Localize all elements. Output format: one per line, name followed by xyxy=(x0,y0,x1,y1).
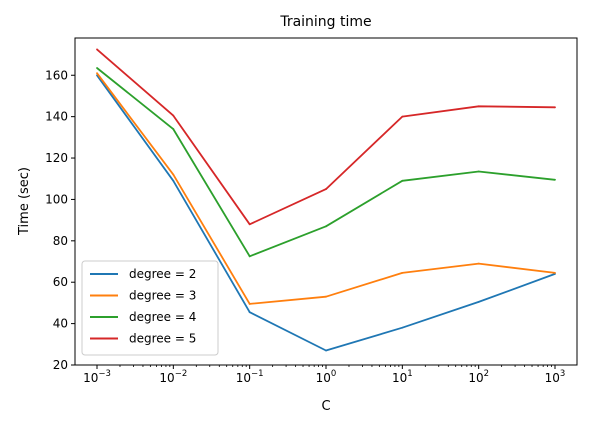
plot-area xyxy=(96,48,556,352)
x-tick-label: 10−3 xyxy=(83,369,111,385)
x-tick-label: 103 xyxy=(545,369,566,385)
y-tick-label: 160 xyxy=(45,68,68,82)
legend-label: degree = 5 xyxy=(129,332,196,346)
x-tick-label: 10−2 xyxy=(159,369,187,385)
x-tick-exponent: −3 xyxy=(98,369,111,379)
series-line-degree-4 xyxy=(96,67,556,258)
x-tick-base: 10 xyxy=(468,371,483,385)
y-axis-label: Time (sec) xyxy=(17,167,32,236)
data-point xyxy=(248,303,251,305)
data-point xyxy=(554,272,556,274)
data-point xyxy=(401,326,404,329)
data-point xyxy=(477,105,480,108)
data-point xyxy=(96,67,98,69)
chart-title: Training time xyxy=(279,14,371,30)
y-tick-label: 100 xyxy=(45,192,68,206)
y-axis: 20 40 60 80 100 120 140 160 xyxy=(45,68,75,372)
legend-label: degree = 4 xyxy=(129,310,196,324)
data-point xyxy=(248,223,251,226)
legend-label: degree = 3 xyxy=(129,289,196,303)
data-point xyxy=(96,72,98,75)
x-tick-exponent: 0 xyxy=(331,369,336,379)
x-axis-label: C xyxy=(321,399,330,414)
legend: degree = 2 degree = 3 degree = 4 degree = 5 xyxy=(81,260,219,356)
y-tick-label: 40 xyxy=(53,317,68,331)
x-tick-exponent: −2 xyxy=(175,369,188,379)
x-axis: 10−3 10−2 10−1 100 101 102 103 xyxy=(83,365,565,385)
data-point xyxy=(172,114,175,117)
data-point xyxy=(325,188,327,190)
x-tick-label: 10−1 xyxy=(236,369,264,385)
data-point xyxy=(172,179,175,182)
x-tick-label: 100 xyxy=(316,369,337,385)
x-tick-exponent: −1 xyxy=(251,369,264,379)
data-point xyxy=(325,349,327,352)
x-tick-label: 102 xyxy=(468,369,489,385)
data-point xyxy=(477,262,480,265)
x-tick-exponent: 2 xyxy=(484,369,489,379)
data-point xyxy=(96,48,98,51)
data-point xyxy=(554,178,556,181)
data-point xyxy=(325,295,327,298)
x-tick-label: 101 xyxy=(392,369,413,385)
x-tick-base: 10 xyxy=(392,371,407,385)
data-point xyxy=(172,173,175,176)
x-tick-base: 10 xyxy=(236,371,251,385)
y-tick-label: 120 xyxy=(45,151,68,165)
data-point xyxy=(477,300,480,303)
legend-box xyxy=(81,260,219,356)
y-tick-label: 140 xyxy=(45,110,68,124)
x-tick-exponent: 3 xyxy=(560,369,565,379)
x-tick-base: 10 xyxy=(159,371,174,385)
y-tick-label: 20 xyxy=(53,358,68,372)
x-tick-base: 10 xyxy=(545,371,560,385)
data-point xyxy=(554,106,556,109)
data-point xyxy=(401,179,404,182)
x-tick-exponent: 1 xyxy=(407,369,412,379)
y-tick-label: 60 xyxy=(53,275,68,289)
x-tick-base: 10 xyxy=(316,371,331,385)
series-line-degree-5 xyxy=(96,48,556,226)
data-point xyxy=(401,115,404,118)
data-point xyxy=(477,170,480,173)
y-tick-label: 80 xyxy=(53,234,68,248)
data-point xyxy=(325,225,327,228)
x-tick-base: 10 xyxy=(83,371,98,385)
data-point xyxy=(248,255,251,258)
data-point xyxy=(401,272,404,274)
legend-label: degree = 2 xyxy=(129,267,196,281)
data-point xyxy=(248,311,251,314)
data-point xyxy=(172,128,175,130)
